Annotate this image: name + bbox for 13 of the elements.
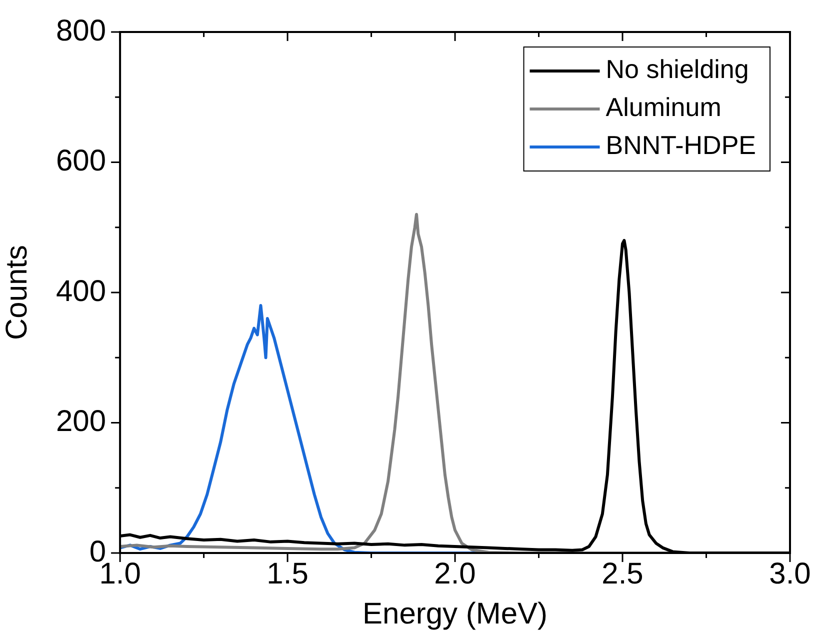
x-tick-label: 3.0: [769, 557, 811, 590]
legend-label: Aluminum: [606, 92, 722, 122]
legend-label: BNNT-HDPE: [606, 130, 756, 160]
legend-label: No shielding: [606, 54, 749, 84]
y-tick-label: 200: [56, 405, 106, 438]
y-tick-label: 400: [56, 274, 106, 308]
x-axis-title: Energy (MeV): [362, 597, 548, 630]
x-tick-label: 2.5: [602, 557, 644, 590]
y-tick-label: 800: [56, 14, 106, 48]
y-axis-title: Counts: [0, 244, 34, 340]
y-tick-label: 600: [56, 144, 106, 178]
x-tick-label: 1.5: [266, 557, 308, 590]
x-tick-label: 2.0: [434, 557, 476, 590]
